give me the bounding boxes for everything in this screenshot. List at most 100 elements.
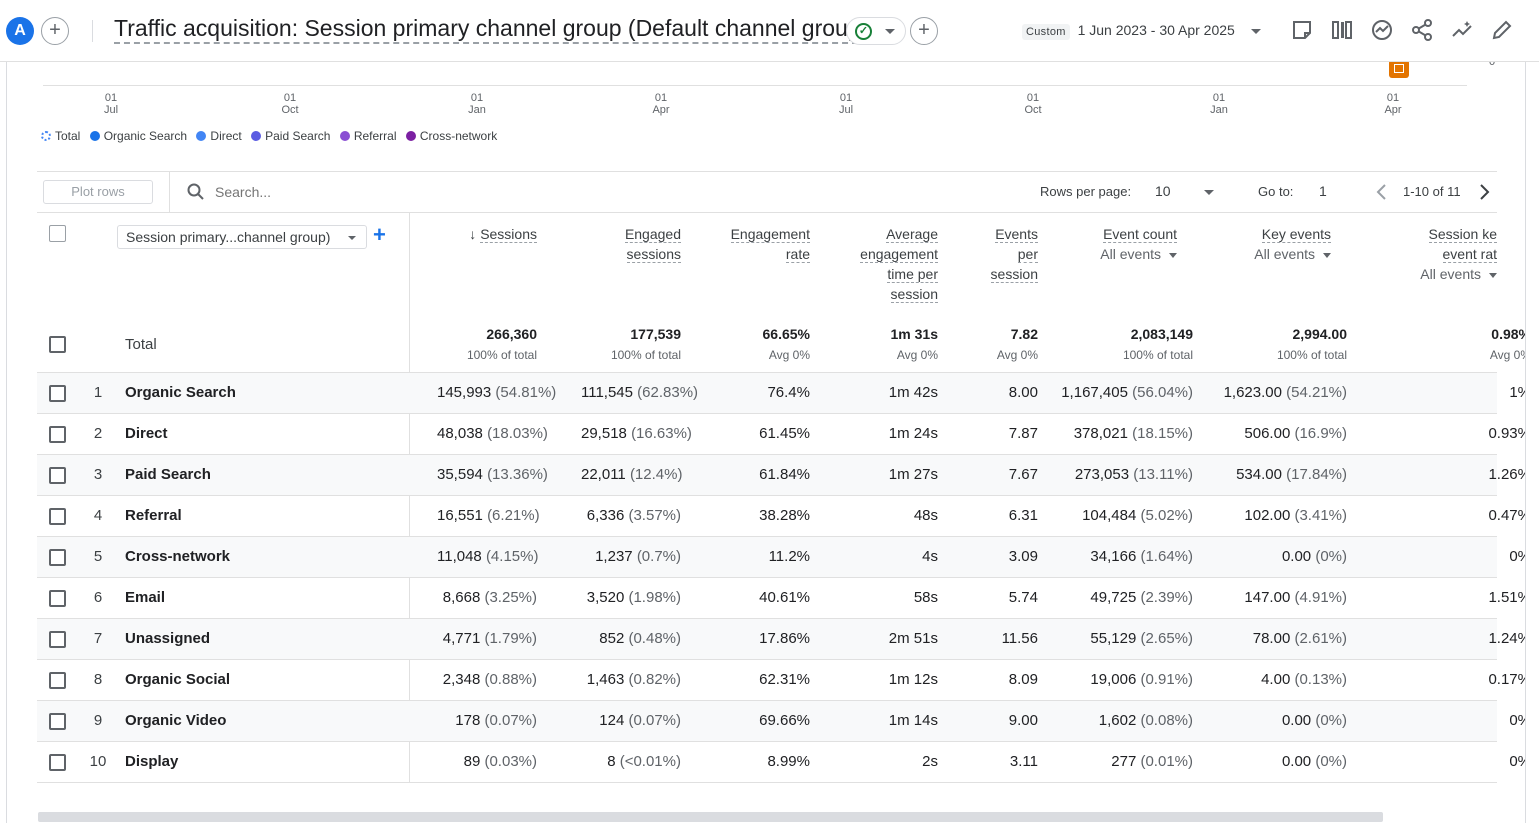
chevron-down-icon[interactable] (1323, 252, 1331, 258)
row-checkbox[interactable] (49, 754, 66, 771)
row-channel-name[interactable]: Paid Search (125, 466, 211, 483)
x-axis-tick: 01 Jan (468, 92, 486, 116)
table-row[interactable]: 9 Organic Video 178 (0.07%) 124 (0.07%) 69.6… (37, 701, 1525, 742)
column-header-event-count[interactable]: Event count All events (1100, 226, 1177, 262)
totals-checkbox[interactable] (49, 336, 66, 353)
metric-value: 3.11 (1009, 753, 1038, 770)
total-subtext: Avg 0% (1489, 348, 1525, 362)
row-checkbox[interactable] (49, 508, 66, 525)
column-header-session-key-event-rate[interactable]: Session ke event rat All events (1420, 226, 1497, 282)
x-axis-tick: 01 Apr (1384, 92, 1402, 116)
legend-item-total[interactable]: Total (41, 129, 80, 143)
annotation-marker-icon[interactable] (1389, 62, 1409, 78)
legend-item-organic-search[interactable]: Organic Search (89, 129, 187, 143)
column-header-engagement-rate[interactable]: Engagement rate (730, 226, 810, 263)
legend-dot-icon (89, 131, 100, 141)
metric-value: 0.93% (1488, 425, 1525, 442)
table-row[interactable]: 4 Referral 16,551 (6.21%) 6,336 (3.57%) 38.2… (37, 496, 1525, 537)
chevron-down-icon[interactable] (1169, 252, 1177, 258)
row-channel-name[interactable]: Email (125, 589, 166, 606)
row-channel-name[interactable]: Referral (125, 507, 182, 524)
metric-percent: (18.15%) (1132, 425, 1193, 442)
add-comparison-button[interactable]: + (41, 17, 69, 45)
table-row[interactable]: 8 Organic Social 2,348 (0.88%) 1,463 (0.82%… (37, 660, 1525, 701)
metric-value: 11.56 (1001, 630, 1038, 647)
dimension-select[interactable]: Session primary...channel group) (117, 225, 367, 249)
metric-cell: 0% (1401, 548, 1525, 565)
plot-rows-button[interactable]: Plot rows (43, 180, 153, 204)
row-checkbox[interactable] (49, 631, 66, 648)
metric-cell: 506.00 (16.9%) (1197, 425, 1347, 442)
column-header-sessions[interactable]: ↓ Sessions (469, 226, 537, 243)
chevron-down-icon[interactable] (1204, 190, 1214, 195)
annotation-icon[interactable] (1290, 18, 1314, 42)
edit-pencil-icon[interactable] (1490, 18, 1514, 42)
table-row[interactable]: 5 Cross-network 11,048 (4.15%) 1,237 (0.7%)… (37, 537, 1525, 578)
table-row[interactable]: 6 Email 8,668 (3.25%) 3,520 (1.98%) 40.61% 58… (37, 578, 1525, 619)
row-channel-name[interactable]: Unassigned (125, 630, 211, 647)
add-filter-button[interactable]: + (910, 17, 938, 45)
chevron-right-icon[interactable] (1477, 183, 1491, 201)
table-row[interactable]: 7 Unassigned 4,771 (1.79%) 852 (0.48%) 17.86… (37, 619, 1525, 660)
column-header-key-events[interactable]: Key events All events (1254, 226, 1331, 262)
date-range-value: 1 Jun 2023 - 30 Apr 2025 (1077, 22, 1235, 38)
column-header-engaged-sessions[interactable]: Engaged sessions (624, 226, 681, 263)
horizontal-scrollbar[interactable] (38, 812, 1383, 822)
legend-dot-icon (251, 131, 262, 141)
metric-percent: (0.48%) (628, 630, 681, 647)
row-channel-name[interactable]: Cross-network (125, 548, 231, 565)
metric-cell: 5.74 (938, 589, 1038, 606)
page-title[interactable]: Traffic acquisition: Session primary cha… (114, 14, 869, 44)
chevron-down-icon[interactable] (1489, 272, 1497, 278)
date-range-picker[interactable]: Custom 1 Jun 2023 - 30 Apr 2025 (1022, 22, 1261, 40)
row-index: 1 (93, 384, 103, 401)
row-checkbox[interactable] (49, 590, 66, 607)
row-channel-name[interactable]: Organic Social (125, 671, 231, 688)
row-channel-name[interactable]: Organic Search (125, 384, 236, 401)
chevron-left-icon[interactable] (1375, 183, 1389, 201)
table-row[interactable]: 1 Organic Search 145,993 (54.81%) 111,545 (… (37, 373, 1525, 414)
rows-per-page-select[interactable]: 10 (1155, 183, 1171, 199)
metric-cell: 1,623.00 (54.21%) (1197, 384, 1347, 401)
column-header-avg-engagement-time[interactable]: Average engagement time per session (860, 226, 938, 303)
add-dimension-button[interactable]: + (373, 222, 386, 247)
metric-cell: 0.93% (1401, 425, 1525, 442)
legend-item-paid-search[interactable]: Paid Search (251, 129, 330, 143)
account-avatar[interactable]: A (6, 17, 34, 45)
legend-item-cross-network[interactable]: Cross-network (405, 129, 497, 143)
total-value: 1m 31s (890, 326, 938, 342)
share-icon[interactable] (1410, 18, 1434, 42)
metric-cell: 48s (838, 507, 938, 524)
goto-page-input[interactable]: 1 (1319, 183, 1327, 199)
metric-value: 277 (1111, 753, 1137, 770)
row-checkbox[interactable] (49, 385, 66, 402)
metric-cell: 8 (<0.01%) (581, 753, 681, 770)
row-checkbox[interactable] (49, 426, 66, 443)
metric-value: 48,038 (437, 425, 483, 442)
table-row[interactable]: 3 Paid Search 35,594 (13.36%) 22,011 (12.4%… (37, 455, 1525, 496)
row-checkbox[interactable] (49, 467, 66, 484)
metric-value: 178 (455, 712, 481, 729)
metric-percent: (0.13%) (1294, 671, 1347, 688)
compare-icon[interactable] (1330, 18, 1354, 42)
legend-item-referral[interactable]: Referral (339, 129, 397, 143)
select-all-checkbox[interactable] (49, 225, 66, 242)
row-checkbox[interactable] (49, 672, 66, 689)
metric-value: 378,021 (1073, 425, 1128, 442)
row-checkbox[interactable] (49, 549, 66, 566)
column-header-events-per-session[interactable]: Events per session (990, 226, 1038, 283)
report-status-dropdown[interactable]: ✓ (846, 17, 906, 45)
total-value: 177,539 (630, 326, 681, 342)
total-subtext: 100% of total (1276, 348, 1347, 362)
row-checkbox[interactable] (49, 713, 66, 730)
row-channel-name[interactable]: Organic Video (125, 712, 227, 729)
metric-cell: 7.67 (938, 466, 1038, 483)
row-channel-name[interactable]: Direct (125, 425, 168, 442)
table-row[interactable]: 2 Direct 48,038 (18.03%) 29,518 (16.63%) 61.… (37, 414, 1525, 455)
trend-spark-icon[interactable] (1450, 18, 1474, 42)
insights-icon[interactable] (1370, 18, 1394, 42)
row-channel-name[interactable]: Display (125, 753, 179, 770)
table-search-input[interactable] (215, 182, 515, 202)
table-row[interactable]: 10 Display 89 (0.03%) 8 (<0.01%) 8.99% 2s 3.11… (37, 742, 1525, 783)
legend-item-direct[interactable]: Direct (196, 129, 242, 143)
